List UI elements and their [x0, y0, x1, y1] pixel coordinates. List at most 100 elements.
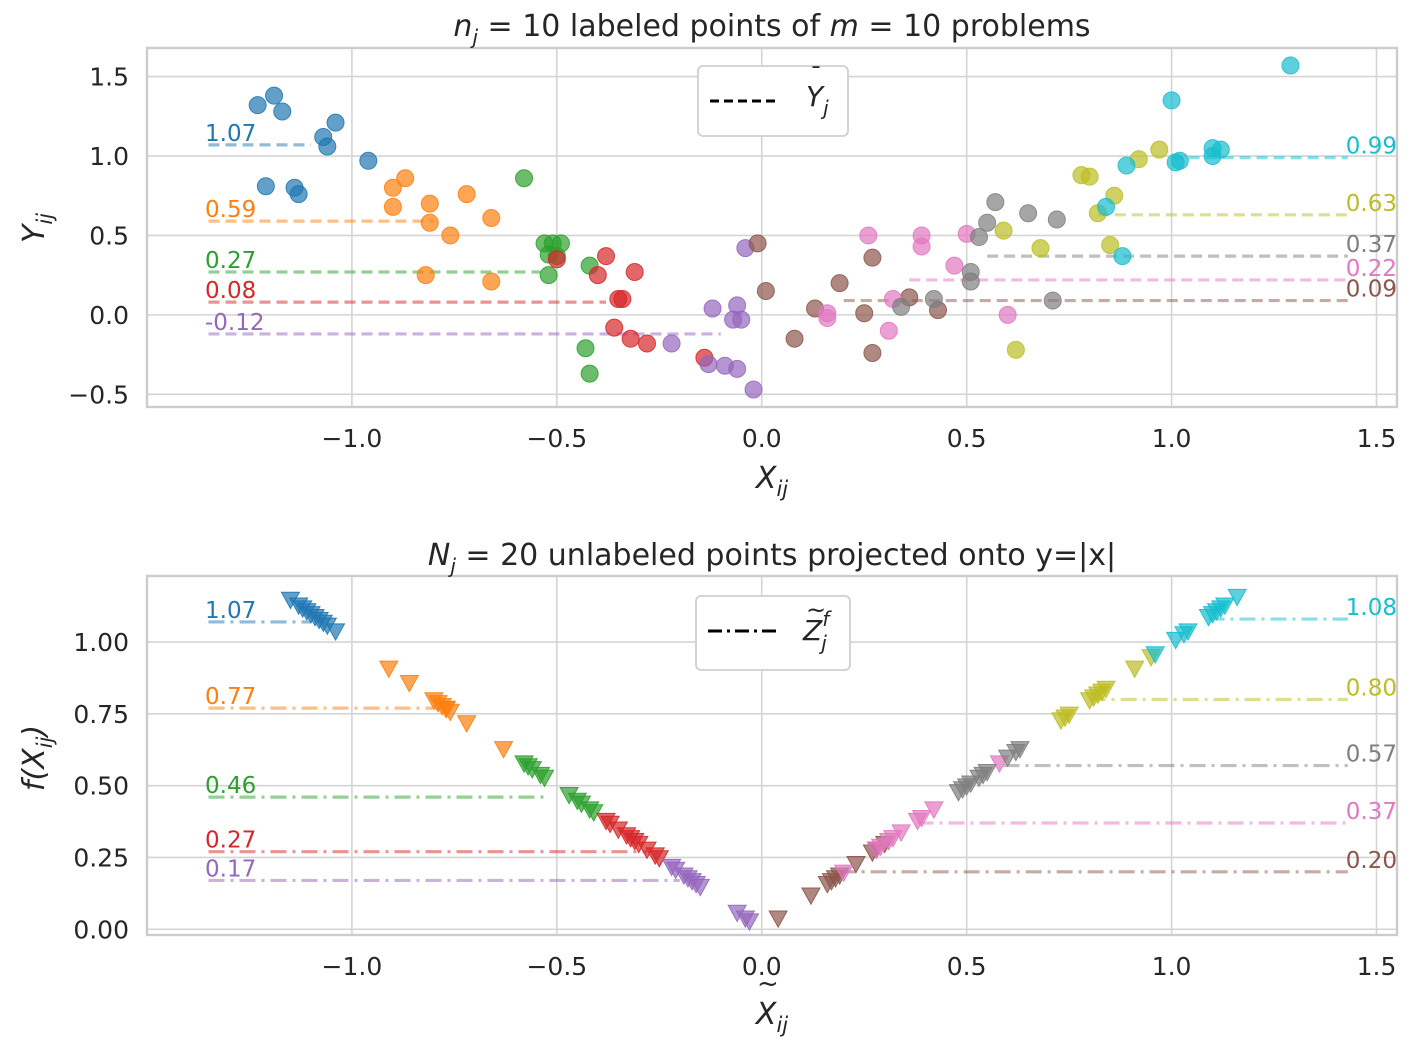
top-x-axis-label: Xij [754, 461, 788, 501]
unlabeled-point [801, 887, 821, 906]
labeled-point [863, 343, 882, 362]
unlabeled-point [1178, 623, 1198, 642]
labeled-point [969, 228, 988, 247]
labeled-point [318, 137, 337, 156]
top-mean-annotations: 1.07 0.59 0.27 0.08 -0.12 0.090.220.37 0.63 0.9… [205, 121, 1397, 336]
top-legend-bar-accent: ¯ [810, 62, 822, 90]
unlabeled-point [977, 764, 998, 782]
unlabeled-point [891, 824, 911, 843]
unlabeled-point [1096, 680, 1116, 699]
bottom-x-tick-label: 0.0 [742, 952, 782, 981]
labeled-point [662, 334, 681, 353]
top-y-tick-label: −0.5 [68, 380, 129, 409]
labeled-point [744, 380, 763, 399]
bottom-mean-annotation: 0.80 [1346, 675, 1397, 701]
top-mean-annotation: 0.37 [1346, 232, 1397, 258]
labeled-point [588, 266, 607, 285]
labeled-point [420, 213, 439, 232]
labeled-point [986, 193, 1005, 212]
bottom-y-tick-label: 0.75 [73, 700, 129, 729]
bottom-mean-annotation: 0.46 [205, 773, 256, 799]
bottom-points [280, 588, 1248, 932]
labeled-point [912, 237, 931, 256]
unlabeled-point [325, 623, 346, 642]
labeled-point [728, 359, 747, 378]
top-chart-title: nj = 10 labeled points of m = 10 problem… [453, 9, 1090, 49]
labeled-point [994, 221, 1013, 240]
top-points [248, 56, 1300, 399]
unlabeled-point [649, 850, 670, 868]
unlabeled-point [833, 864, 854, 883]
labeled-point [1113, 247, 1132, 266]
unlabeled-point [1215, 597, 1235, 616]
unlabeled-point [399, 675, 420, 693]
labeled-point [748, 234, 767, 253]
labeled-point [289, 185, 308, 204]
labeled-point [248, 96, 267, 115]
labeled-point [1170, 151, 1189, 170]
bottom-mean-annotation: 0.37 [1346, 799, 1397, 825]
top-mean-annotation: 0.09 [1346, 277, 1397, 303]
labeled-point [1043, 291, 1062, 310]
top-y-axis-label: Yij [17, 213, 57, 243]
bottom-legend: Zf j ~ [695, 595, 851, 671]
top-mean-annotation: 0.27 [205, 248, 256, 274]
labeled-point [613, 289, 632, 308]
labeled-point [638, 334, 656, 353]
labeled-point [515, 169, 534, 188]
labeled-point [1047, 210, 1066, 229]
labeled-point [818, 309, 837, 328]
top-y-tick-label: 1.0 [89, 142, 129, 171]
top-tick-labels: −1.0 −0.5 0.0 0.5 1.0 1.5 −0.5 0.0 0.5 1.0 1.5 [68, 63, 1396, 453]
bottom-mean-lines [208, 617, 1348, 883]
labeled-points-chart: 1.07 0.59 0.27 0.08 -0.12 0.090.220.37 0.63 0.9… [17, 9, 1399, 501]
top-mean-annotation: 0.99 [1346, 134, 1397, 160]
bottom-legend-box [695, 595, 851, 671]
labeled-point [1150, 140, 1169, 159]
top-mean-annotation: 0.08 [205, 278, 256, 304]
labeled-point [756, 282, 775, 301]
top-legend: Yj ¯ [697, 62, 849, 137]
top-mean-annotation: 1.07 [205, 121, 256, 147]
labeled-point [1006, 340, 1025, 359]
unlabeled-point [768, 910, 788, 929]
bottom-plot-area [145, 574, 1399, 937]
top-y-tick-label: 0.0 [89, 301, 129, 330]
labeled-point [597, 247, 616, 266]
labeled-point [863, 248, 882, 267]
bottom-y-axis-label: f(Xij) [17, 725, 57, 791]
top-x-tick-label: 1.5 [1357, 424, 1397, 453]
labeled-point [256, 177, 275, 196]
bottom-mean-annotation: 1.07 [205, 598, 256, 624]
unlabeled-point [440, 703, 461, 722]
labeled-point [1117, 156, 1136, 175]
labeled-point [1080, 167, 1099, 186]
unlabeled-points-chart: 1.07 0.77 0.46 0.270.17 0.20 0.37 0.57 0.80 1.08… [17, 538, 1399, 1037]
labeled-point [859, 226, 878, 245]
labeled-point [924, 289, 943, 308]
labeled-point [273, 102, 292, 121]
labeled-point [482, 272, 501, 291]
bottom-y-tick-label: 1.00 [73, 628, 129, 657]
labeled-point [420, 194, 439, 213]
bottom-chart-title: Nj = 20 unlabeled points projected onto … [428, 538, 1116, 578]
bottom-x-tick-label: −1.0 [322, 952, 383, 981]
labeled-point [1162, 91, 1181, 110]
bottom-x-tick-label: 1.5 [1357, 952, 1397, 981]
bottom-legend-tilde: ~ [806, 596, 826, 624]
labeled-point [855, 304, 874, 323]
labeled-point [1281, 56, 1300, 75]
unlabeled-point [456, 715, 477, 733]
labeled-point [396, 169, 415, 188]
top-x-tick-label: −1.0 [322, 424, 383, 453]
labeled-point [625, 262, 644, 281]
unlabeled-point [583, 804, 604, 822]
bottom-mean-annotation: 0.27 [205, 828, 256, 854]
labeled-point [547, 250, 566, 269]
labeled-point [785, 329, 804, 348]
labeled-point [830, 274, 849, 293]
labeled-point [1019, 204, 1038, 223]
top-x-tick-label: −0.5 [526, 424, 587, 453]
labeled-point [1031, 239, 1050, 258]
unlabeled-point [1010, 741, 1030, 759]
